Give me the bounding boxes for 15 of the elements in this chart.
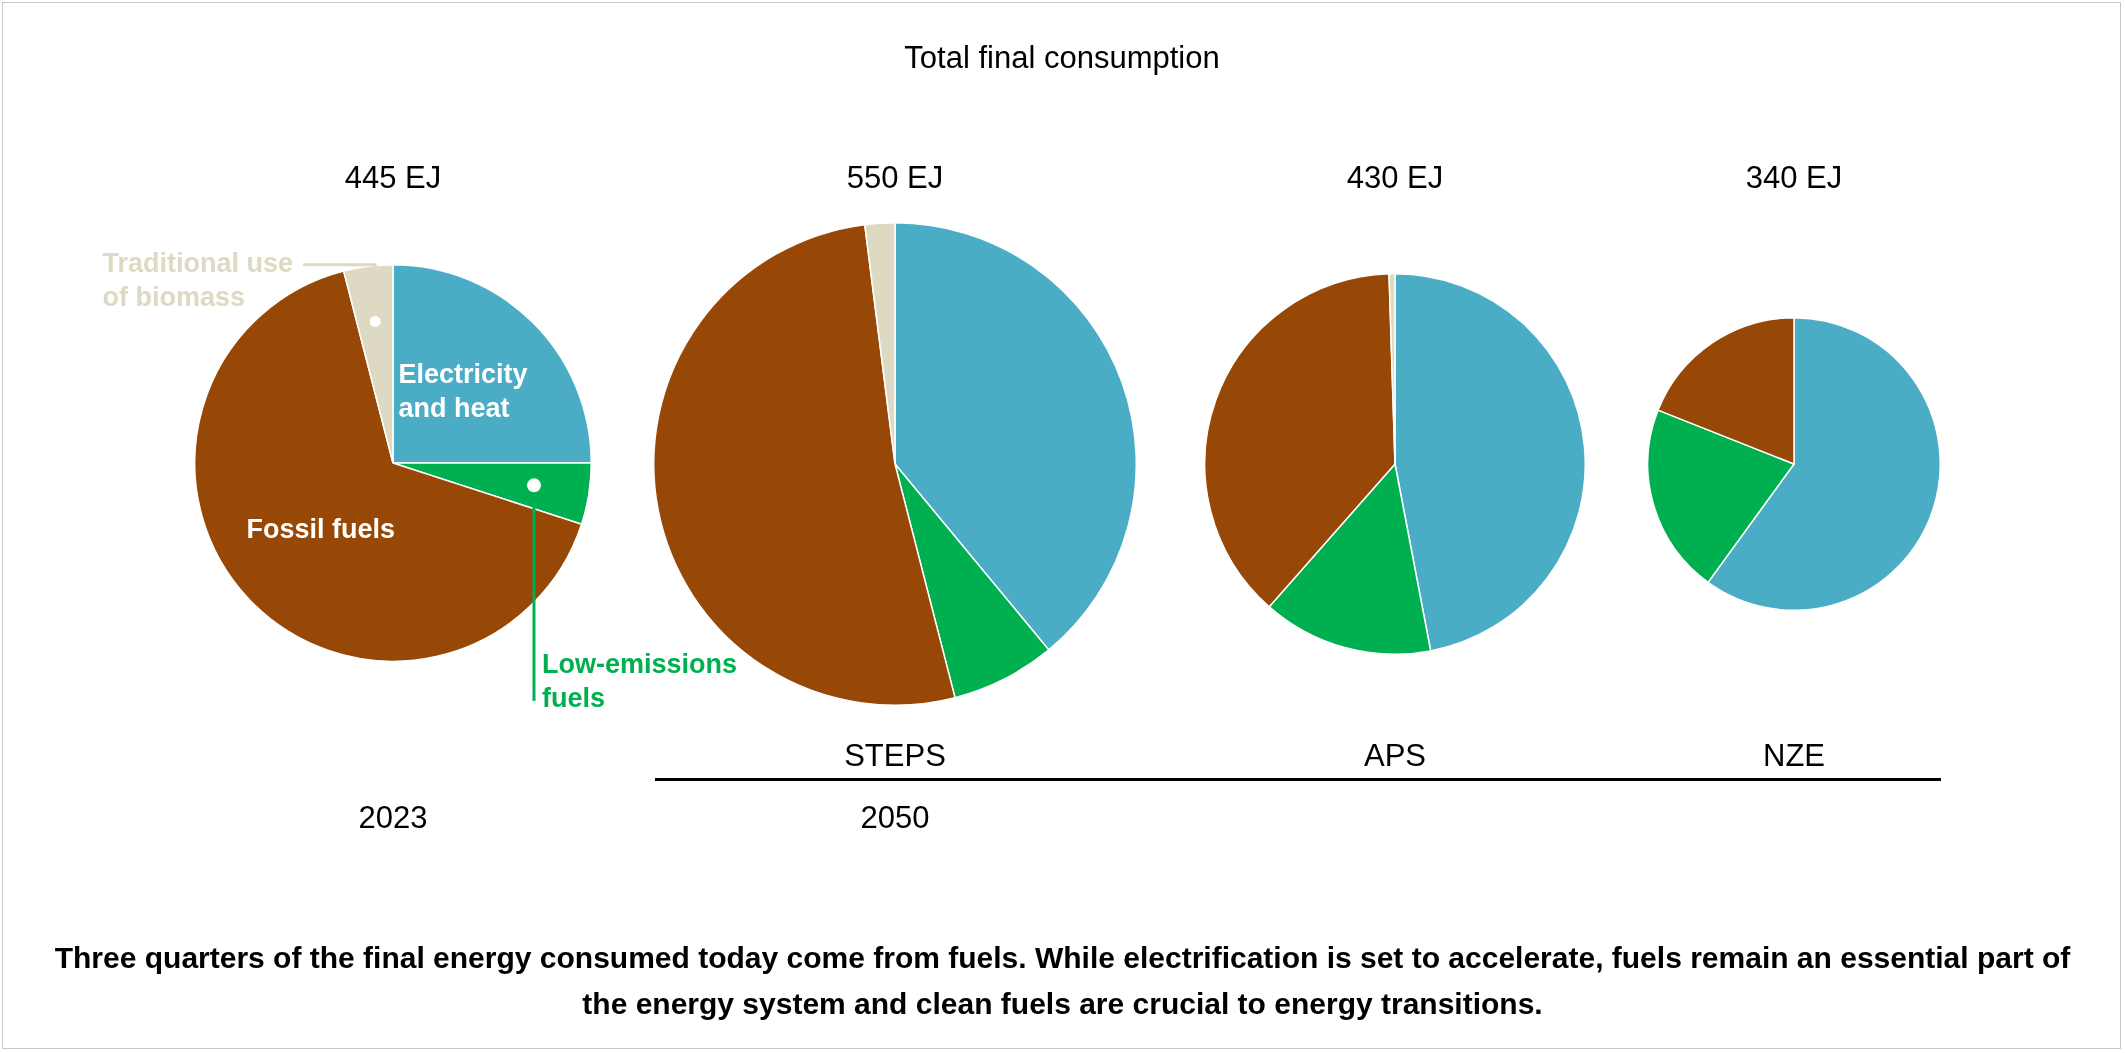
chart-title: 430 EJ (1346, 160, 1444, 196)
chart-title: 340 EJ (1745, 160, 1843, 196)
text: Total final consumption (904, 40, 1220, 76)
text: STEPS (844, 738, 946, 774)
text: NZE (1763, 738, 1825, 774)
chart-title: 550 EJ (846, 160, 944, 196)
slice-label: Electricity and heat (398, 359, 528, 424)
slice-label: Low-emissions fuels (541, 648, 738, 713)
text: 2050 (860, 800, 930, 836)
slice-label: Fossil fuels (246, 514, 396, 545)
slice-label: Traditional use of biomass (102, 248, 294, 313)
text: Three quarters of the final energy consumed today come from fuels. While electrification is set to accelerate, fuels remain an essential part of the energy system and clean fuels are crucial to energy transitions. (53, 940, 2072, 1022)
text: APS (1363, 738, 1427, 774)
chart-title: 445 EJ (344, 160, 442, 196)
text: 2023 (358, 800, 428, 836)
